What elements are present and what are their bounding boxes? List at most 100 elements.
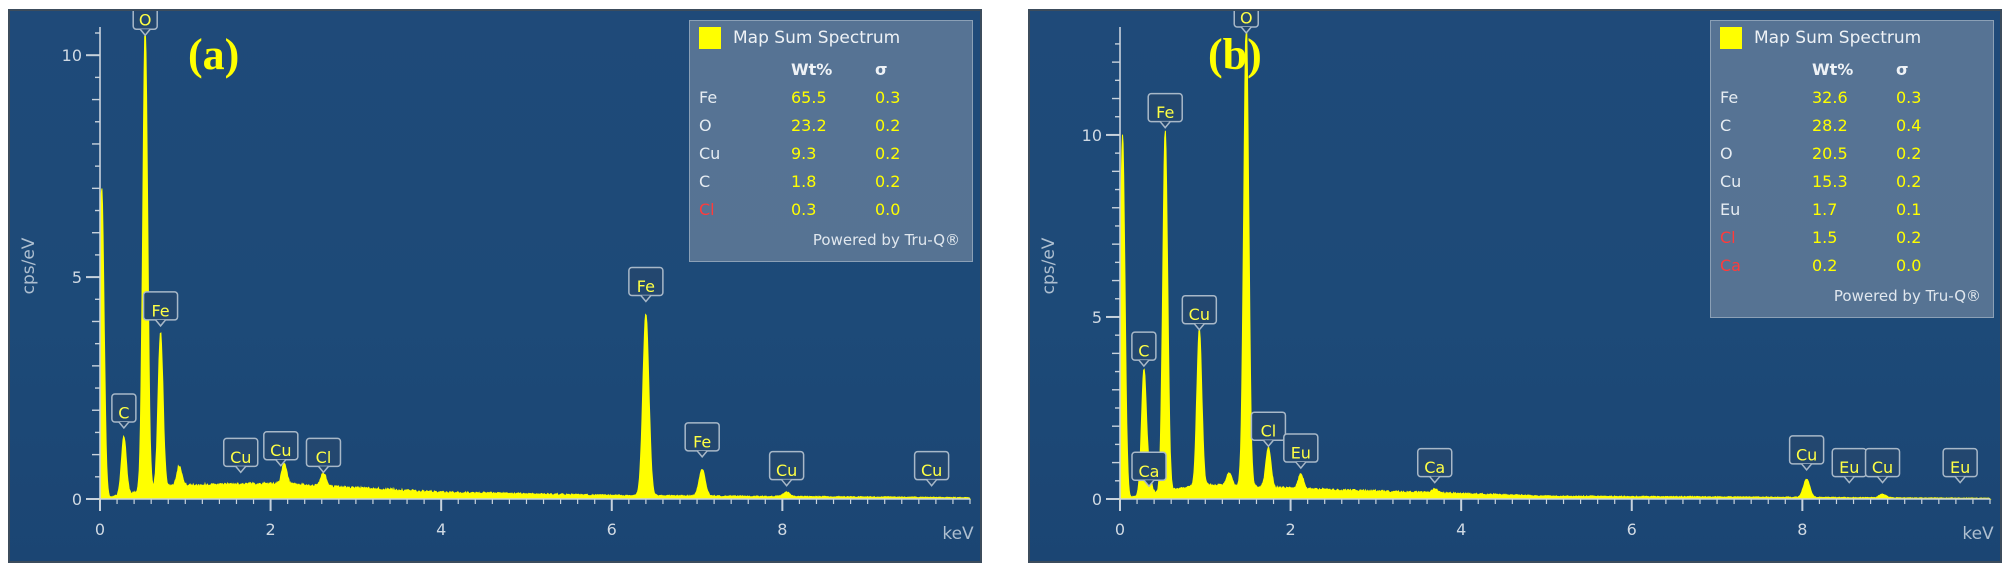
peak-label: Ca [1131,451,1167,488]
peak-label: O [132,11,158,37]
table-row: C 28.2 0.4 [1720,111,1956,139]
table-row: Fe 65.5 0.3 [699,83,935,111]
sigma-value: 0.2 [875,115,901,135]
sigma-value: 0.0 [875,199,901,219]
peak-label-text: Eu [1839,458,1859,477]
peak-label-text: Ca [1139,462,1160,481]
peak-label-text: Eu [1950,458,1970,477]
spectrum-panel-a: cps/eV keV (a) 0 5 10 0 2 4 6 8 O Fe C Cu Cu Cl Fe Fe Cu Cu … [8,9,982,563]
x-axis-label: keV [1962,524,1994,544]
peak-label-text: Cl [316,448,332,467]
element-name: Cl [1720,227,1736,247]
x-tick-label: 4 [436,520,446,539]
powered-by-label: Powered by Tru-Q® [812,231,960,249]
peak-label-text: C [1138,342,1149,361]
y-axis-label: cps/eV [19,237,39,294]
table-row: Cl 0.3 0.0 [699,195,935,223]
x-tick-label: 8 [1797,520,1807,539]
peak-label: O [1233,11,1259,35]
x-axis-label: keV [942,524,974,544]
sigma-value: 0.2 [1896,171,1922,191]
peak-label: Cu [263,430,299,467]
peak-label: Cu [1788,435,1825,472]
wt-value: 1.8 [791,171,817,191]
y-axis-label: cps/eV [1039,237,1059,294]
table-row: O 20.5 0.2 [1720,139,1956,167]
element-name: Fe [1720,87,1739,107]
sigma-value: 0.2 [1896,143,1922,163]
peak-label-pointer [1159,121,1171,129]
panel-letter: (a) [188,30,239,79]
table-row: C 1.8 0.2 [699,167,935,195]
wt-value: 20.5 [1812,143,1848,163]
table-row: Ca 0.2 0.0 [1720,251,1956,279]
peak-label-pointer [1262,439,1274,448]
peak-label: Cl [1250,411,1287,448]
peak-label-text: Fe [1156,103,1174,122]
peak-label-pointer [1843,476,1855,484]
peak-label-text: Fe [693,432,711,451]
peak-label-pointer [1954,476,1966,484]
peak-label: Cu [222,437,259,474]
peak-label: C [111,393,137,430]
peak-label-pointer [118,421,130,430]
legend-title: Map Sum Spectrum [1754,28,1922,48]
peak-label-text: O [1240,11,1253,28]
peak-label: Cu [768,450,805,487]
peak-label-text: Cl [1261,422,1277,441]
peak-label-text: Fe [637,277,655,296]
peak-label: Eu [1283,433,1319,470]
wt-value: 28.2 [1812,115,1848,135]
wt-value: 9.3 [791,143,817,163]
sigma-value: 0.2 [1896,227,1922,247]
element-name: Cl [699,199,715,219]
legend-swatch-icon [1720,27,1742,49]
peak-label-text: Ca [1424,458,1445,477]
spectrum-chart-b: cps/eV keV (b) 0 5 10 0 2 4 6 8 O Fe Cu C Cl Eu Ca Ca Cu Eu C… [1039,11,1994,544]
table-row: O 23.2 0.2 [699,111,935,139]
peak-label-text: Cu [1796,445,1817,464]
peak-label: Ca [1416,447,1453,484]
y-tick-label: 10 [62,46,82,65]
element-name: Ca [1720,255,1741,275]
peak-label-pointer [1876,476,1889,484]
peak-label-text: Cu [921,461,942,480]
peak-label-text: Cu [230,448,251,467]
wt-value: 15.3 [1812,171,1848,191]
composition-table: Wt% σ Fe 65.5 0.3 O 23.2 0.2 Cu 9.3 [699,55,935,223]
peak-label: Fe [1147,92,1183,129]
spectrum-panel-b: cps/eV keV (b) 0 5 10 0 2 4 6 8 O Fe Cu C Cl Eu Ca Ca Cu Eu C… [1028,9,2002,563]
wt-value: 65.5 [791,87,827,107]
x-tick-label: 0 [95,520,105,539]
peak-label-pointer [1240,26,1252,35]
y-tick-label: 5 [72,268,82,287]
table-row: Eu 1.7 0.1 [1720,195,1956,223]
peak-label-pointer [275,459,287,467]
peak-label-pointer [235,465,247,474]
sigma-value: 0.3 [875,87,901,107]
wt-value: 0.3 [791,199,817,219]
x-tick-label: 6 [1627,520,1637,539]
wt-header: Wt% [791,59,833,79]
wt-header: Wt% [1812,59,1854,79]
sigma-header: σ [1896,59,1909,79]
peak-label: Fe [142,291,179,328]
element-name: Eu [1720,199,1741,219]
powered-by-label: Powered by Tru-Q® [1833,287,1981,305]
wt-value: 32.6 [1812,87,1848,107]
sigma-value: 0.4 [1896,115,1922,135]
sigma-value: 0.2 [875,143,901,163]
peak-label: Eu [1831,447,1868,484]
peak-label-pointer [1193,323,1205,331]
peak-label-pointer [1429,476,1441,484]
table-row: Cl 1.5 0.2 [1720,223,1956,251]
y-tick-label: 5 [1092,308,1102,327]
table-row: Cu 9.3 0.2 [699,139,935,167]
wt-value: 23.2 [791,115,827,135]
peak-label-pointer [154,319,167,328]
sigma-value: 0.0 [1896,255,1922,275]
peak-label-text: Cu [1189,305,1210,324]
spectrum-chart-a: cps/eV keV (a) 0 5 10 0 2 4 6 8 O Fe C Cu Cu Cl Fe Fe Cu Cu [19,11,974,544]
peak-label-pointer [317,465,330,474]
x-tick-label: 6 [607,520,617,539]
